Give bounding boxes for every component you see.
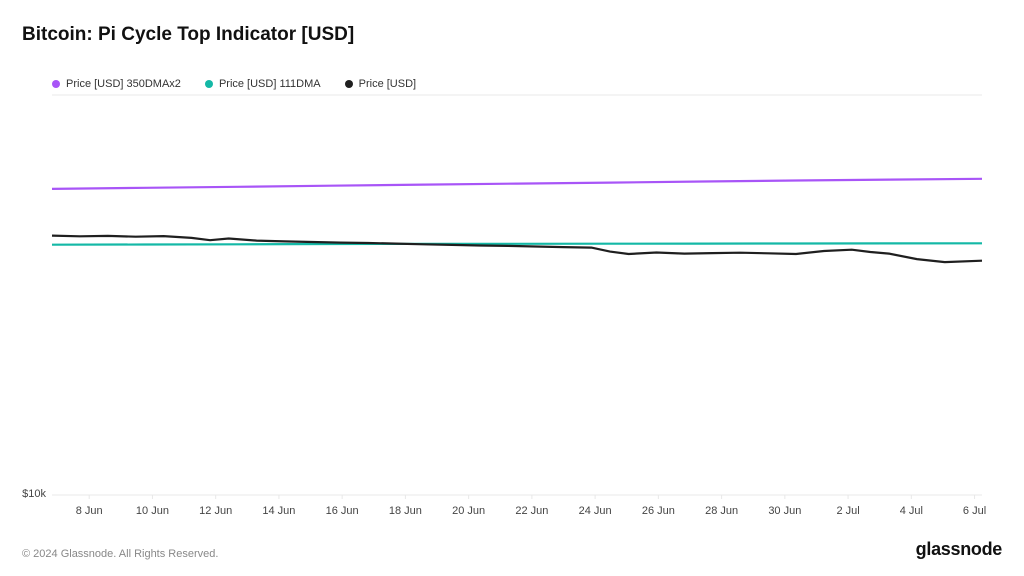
x-axis-tick-label: 14 Jun: [262, 505, 295, 517]
x-axis-tick-label: 30 Jun: [768, 505, 801, 517]
x-axis-tick-label: 2 Jul: [836, 505, 859, 517]
x-axis-tick-label: 20 Jun: [452, 505, 485, 517]
legend: Price [USD] 350DMAx2 Price [USD] 111DMA …: [52, 78, 416, 90]
plot-area[interactable]: [52, 95, 982, 495]
x-axis-tick-label: 16 Jun: [326, 505, 359, 517]
chart-svg: [52, 95, 982, 495]
x-axis-tick-label: 24 Jun: [579, 505, 612, 517]
legend-label: Price [USD] 350DMAx2: [66, 78, 181, 90]
legend-label: Price [USD] 111DMA: [219, 78, 321, 90]
legend-marker-icon: [52, 80, 60, 88]
x-axis-tick-label: 8 Jun: [76, 505, 103, 517]
legend-marker-icon: [205, 80, 213, 88]
legend-item-350dmax2[interactable]: Price [USD] 350DMAx2: [52, 78, 181, 90]
chart-container: Bitcoin: Pi Cycle Top Indicator [USD] Pr…: [0, 0, 1024, 576]
x-axis-tick-label: 28 Jun: [705, 505, 738, 517]
x-axis-tick-label: 10 Jun: [136, 505, 169, 517]
legend-item-111dma[interactable]: Price [USD] 111DMA: [205, 78, 321, 90]
x-axis-tick-label: 26 Jun: [642, 505, 675, 517]
y-axis-label: $10k: [16, 488, 46, 500]
x-axis-tick-label: 4 Jul: [900, 505, 923, 517]
copyright-text: © 2024 Glassnode. All Rights Reserved.: [22, 548, 218, 560]
x-axis-tick-label: 22 Jun: [515, 505, 548, 517]
x-axis-tick-label: 6 Jul: [963, 505, 986, 517]
x-axis-labels: 8 Jun 10 Jun 12 Jun 14 Jun 16 Jun 18 Jun 20 Ju…: [52, 505, 982, 525]
footer: © 2024 Glassnode. All Rights Reserved. g…: [22, 539, 1002, 560]
x-axis-tick-label: 12 Jun: [199, 505, 232, 517]
brand-logo: glassnode: [916, 539, 1002, 560]
x-axis-tick-label: 18 Jun: [389, 505, 422, 517]
legend-item-price[interactable]: Price [USD]: [345, 78, 416, 90]
chart-title: Bitcoin: Pi Cycle Top Indicator [USD]: [22, 24, 354, 46]
legend-label: Price [USD]: [359, 78, 416, 90]
legend-marker-icon: [345, 80, 353, 88]
